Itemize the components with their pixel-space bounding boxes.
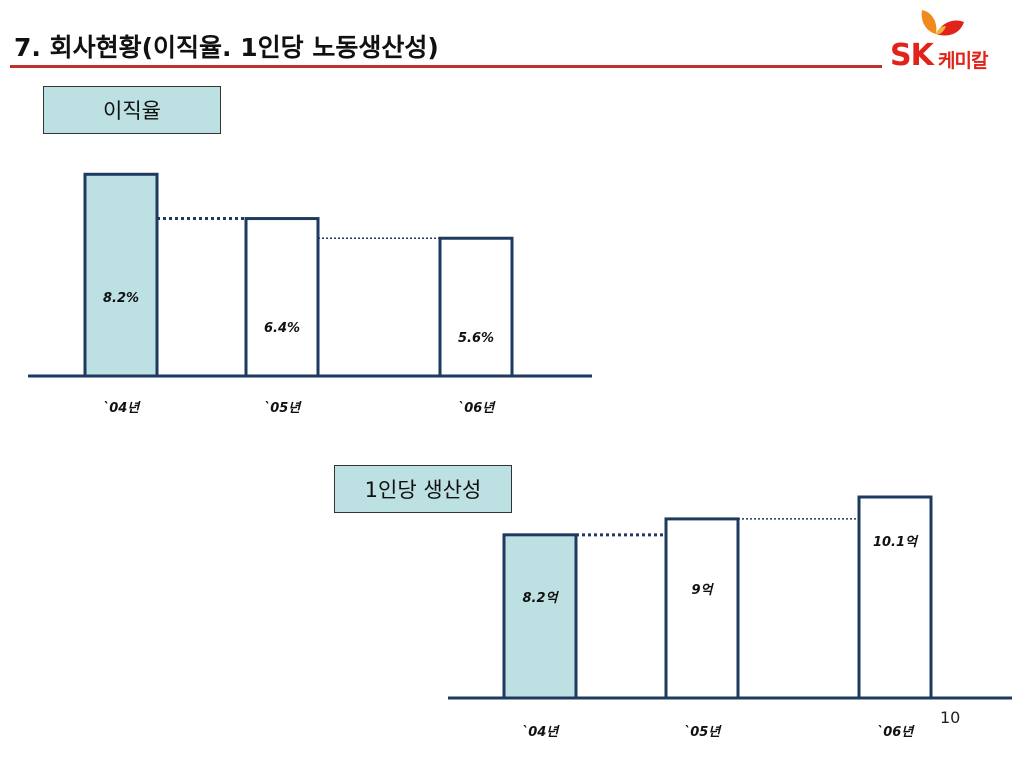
turnover-bar-2 (244, 217, 320, 378)
logo-sk-text: SK (890, 38, 934, 73)
productivity-category-label-1: `04년 (522, 725, 561, 740)
slide-title: 7. 회사현황(이직율. 1인당 노동생산성) (14, 33, 439, 62)
turnover-category-label-3: `06년 (458, 401, 497, 416)
productivity-value-label-2: 9억 (691, 582, 714, 598)
productivity-bar-2 (664, 517, 740, 700)
page-number: 10 (940, 708, 961, 727)
turnover-value-label-1: 8.2% (103, 291, 139, 306)
butterfly-logo-icon (921, 10, 964, 36)
productivity-value-label-3: 10.1억 (873, 534, 919, 550)
productivity-category-label-2: `05년 (684, 725, 723, 740)
productivity-bar-1 (502, 533, 578, 700)
productivity-category-label-3: `06년 (877, 725, 916, 740)
turnover-category-label-1: `04년 (103, 401, 142, 416)
turnover-bar-3 (438, 236, 514, 378)
turnover-value-label-2: 6.4% (264, 321, 300, 336)
turnover-chart-title: 이직율 (43, 86, 221, 134)
title-underline (10, 65, 882, 68)
logo-brand-text: 케미칼 (938, 50, 988, 72)
productivity-value-label-1: 8.2억 (523, 590, 560, 606)
productivity-bar-3 (857, 495, 933, 700)
productivity-chart-title: 1인당 생산성 (334, 465, 512, 513)
turnover-value-label-3: 5.6% (458, 331, 494, 346)
turnover-category-label-2: `05년 (264, 401, 303, 416)
turnover-bar-1 (83, 172, 159, 378)
company-logo: SK 케미칼 (886, 8, 1012, 73)
